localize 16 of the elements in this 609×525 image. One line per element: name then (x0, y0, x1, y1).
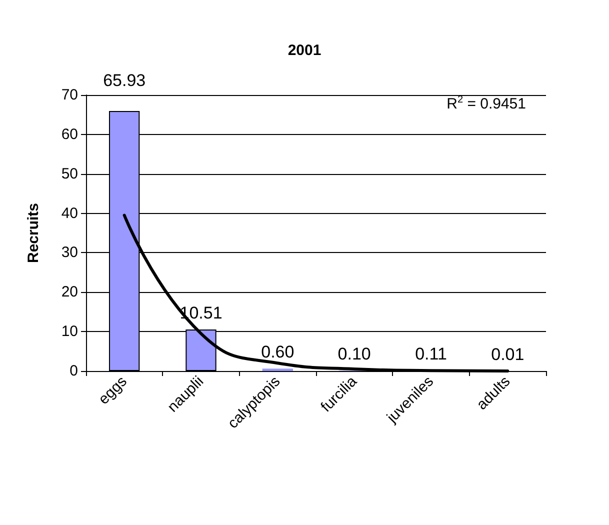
y-tick-label: 70 (61, 86, 78, 104)
y-axis-title: Recruits (25, 202, 42, 264)
y-tick-label: 40 (61, 204, 78, 222)
y-tick-label: 30 (61, 244, 78, 262)
data-label: 0.60 (261, 342, 294, 362)
data-label: 0.11 (415, 344, 447, 364)
y-tick-label: 20 (61, 284, 78, 301)
data-label: 0.01 (491, 344, 524, 364)
y-tick-label: 10 (61, 323, 78, 340)
data-label: 0.10 (338, 344, 371, 364)
y-tick-label: 0 (70, 362, 78, 380)
y-tick-label: 50 (61, 165, 78, 182)
data-label: 65.93 (103, 71, 146, 90)
x-tick-label: eggs (95, 372, 130, 408)
chart-title: 2001 (288, 42, 322, 59)
y-tick-label: 60 (61, 126, 78, 143)
